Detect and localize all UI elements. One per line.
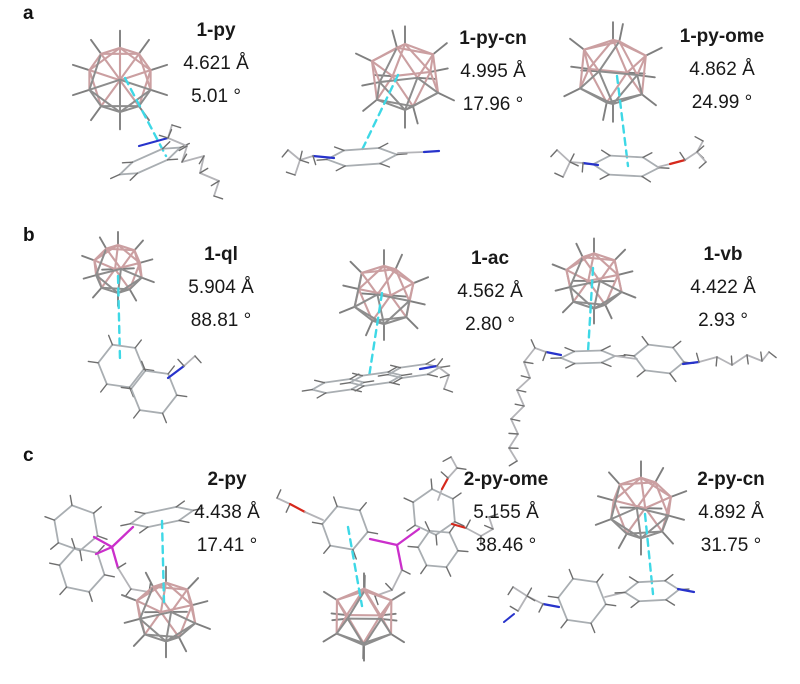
distance-value: 4.995 Å [460, 61, 526, 82]
panel-structure-2-py [44, 494, 211, 659]
distance-value: 4.621 Å [183, 53, 249, 74]
section-label-b: b [23, 225, 35, 246]
angle-value: 2.80 ° [465, 314, 515, 335]
panel-structure-1-ql [81, 231, 202, 424]
compound-label: 1-py [196, 20, 236, 41]
compound-label: 1-ac [470, 248, 510, 269]
angle-value: 88.81 ° [190, 310, 252, 331]
distance-value: 4.562 Å [457, 281, 523, 302]
distance-value: 5.155 Å [473, 502, 539, 523]
compound-label: 1-py-ome [679, 26, 765, 47]
compound-label: 2-py-cn [697, 469, 765, 490]
distance-value: 4.892 Å [698, 502, 764, 523]
panel-annotation-1-py-ome: 1-py-ome 4.862 Å 24.99 ° [642, 20, 800, 119]
panel-annotation-1-ql: 1-ql 5.904 Å 88.81 ° [141, 238, 301, 337]
compound-label: 2-py-ome [463, 469, 549, 490]
distance-value: 4.422 Å [690, 277, 756, 298]
panel-structure-2-py-cn [503, 460, 696, 634]
panel-annotation-1-vb: 1-vb 4.422 Å 2.93 ° [643, 238, 800, 337]
angle-value: 5.01 ° [191, 86, 241, 107]
compound-label: 1-py-cn [459, 28, 527, 49]
panel-structure-2-py-ome [276, 456, 499, 662]
angle-value: 17.41 ° [196, 535, 258, 556]
angle-value: 38.46 ° [475, 535, 537, 556]
angle-value: 17.96 ° [462, 94, 524, 115]
section-label-a: a [23, 3, 34, 24]
angle-value: 2.93 ° [698, 310, 748, 331]
distance-value: 5.904 Å [188, 277, 254, 298]
panel-annotation-1-ac: 1-ac 4.562 Å 2.80 ° [410, 242, 570, 341]
panel-annotation-1-py: 1-py 4.621 Å 5.01 ° [136, 14, 296, 113]
compound-label: 1-ql [204, 244, 238, 265]
section-label-c: c [23, 445, 34, 466]
panel-structure-1-py [71, 29, 224, 200]
distance-value: 4.862 Å [689, 59, 755, 80]
panel-annotation-2-py-cn: 2-py-cn 4.892 Å 31.75 ° [651, 463, 800, 562]
panel-annotation-1-py-cn: 1-py-cn 4.995 Å 17.96 ° [413, 22, 573, 121]
panel-annotation-2-py: 2-py 4.438 Å 17.41 ° [147, 463, 307, 562]
angle-value: 31.75 ° [700, 535, 762, 556]
panel-structure-1-vb [508, 237, 777, 467]
panel-structure-1-py-ome [550, 21, 707, 183]
panel-structure-1-py-cn [281, 25, 455, 176]
compound-label: 1-vb [703, 244, 743, 265]
distance-value: 4.438 Å [194, 502, 260, 523]
compound-label: 2-py [207, 469, 247, 490]
panel-annotation-2-py-ome: 2-py-ome 5.155 Å 38.46 ° [426, 463, 586, 562]
angle-value: 24.99 ° [691, 92, 753, 113]
panel-structure-1-ac [301, 249, 454, 399]
